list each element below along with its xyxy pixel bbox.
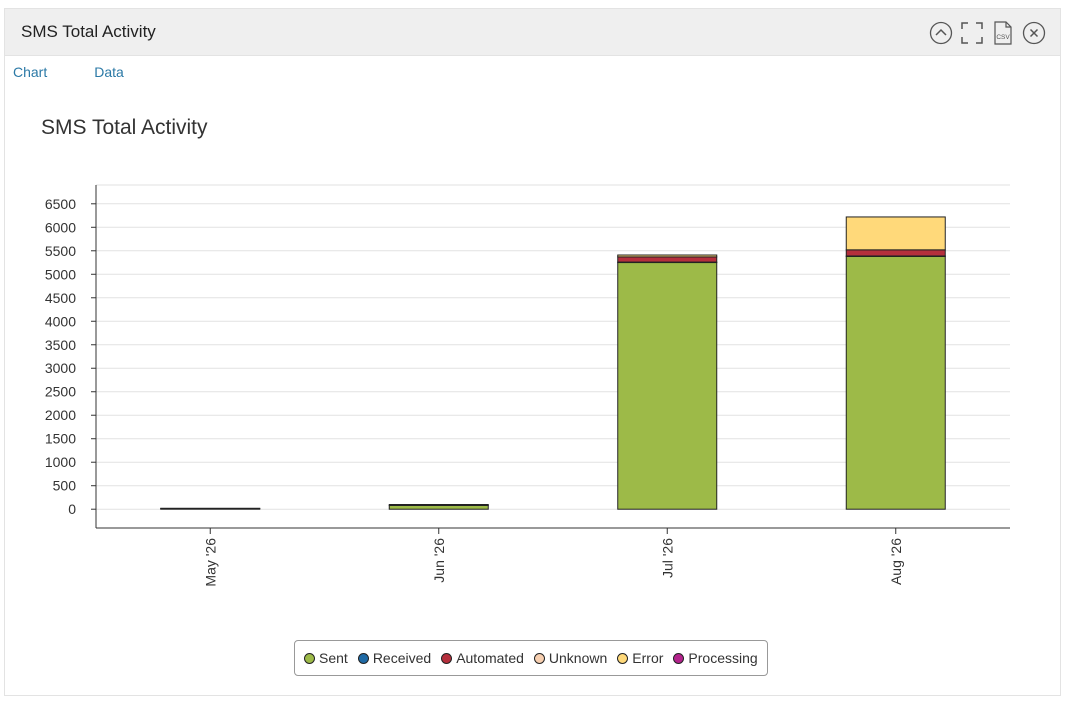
x-tick-label: Jun '26 [431, 538, 447, 583]
tab-data[interactable]: Data [94, 64, 124, 80]
y-tick-label: 2500 [45, 384, 76, 400]
bar-segment-sent[interactable] [388, 504, 489, 510]
legend-item-sent[interactable]: Sent [304, 650, 348, 666]
y-tick-label: 3500 [45, 337, 76, 353]
legend-label: Error [632, 650, 664, 666]
bar-segment-error[interactable] [845, 216, 946, 251]
x-tick-label: May '26 [202, 538, 218, 587]
chart-title: SMS Total Activity [41, 116, 208, 139]
bars [160, 216, 946, 510]
x-tick-label: Jul '26 [659, 538, 675, 578]
chart-legend: Sent Received Automated Unknown Error Process… [294, 640, 768, 676]
legend-item-processing[interactable]: Processing [673, 650, 758, 666]
legend-swatch [617, 652, 629, 664]
y-tick-label: 500 [53, 478, 77, 494]
y-tick-label: 2000 [45, 407, 76, 423]
y-tick-label: 6000 [45, 219, 76, 235]
bar-segment-automated[interactable] [160, 507, 261, 510]
y-tick-label: 1500 [45, 431, 76, 447]
y-tick-label: 4000 [45, 313, 76, 329]
legend-swatch [533, 652, 545, 664]
legend-swatch [357, 652, 369, 664]
panel-title: SMS Total Activity [21, 22, 156, 41]
bar-segment-automated[interactable] [845, 249, 946, 257]
legend-item-error[interactable]: Error [617, 650, 663, 666]
csv-icon-label: CSV [996, 34, 1010, 41]
bar-segment-sent[interactable] [845, 255, 946, 510]
legend-label: Automated [456, 650, 524, 666]
legend-label: Unknown [548, 650, 608, 666]
y-tick-label: 4500 [45, 290, 76, 306]
bar-segment-sent[interactable] [617, 262, 718, 510]
legend-label: Received [372, 650, 432, 666]
y-tick-label: 5500 [45, 243, 76, 259]
y-tick-label: 0 [68, 501, 76, 517]
y-tick-label: 3000 [45, 360, 76, 376]
legend-item-received[interactable]: Received [357, 650, 432, 666]
y-tick-labels: 0 500 1000 1500 2000 2500 3000 3500 4000 4500 5000… [45, 196, 76, 517]
x-tick-label: Aug '26 [888, 538, 904, 585]
panel-header: SMS Total Activity [5, 9, 1060, 56]
y-tick-label: 5000 [45, 266, 76, 282]
collapse-up-icon[interactable] [928, 21, 953, 46]
legend-label: Sent [319, 650, 348, 666]
fullscreen-icon[interactable] [959, 21, 984, 46]
x-tick-labels: May '26 Jun '26 Jul '26 Aug '26 [202, 528, 904, 587]
bar-segment-automated[interactable] [388, 504, 489, 506]
bar-segment-automated[interactable] [617, 256, 718, 263]
tab-chart[interactable]: Chart [13, 64, 48, 80]
y-tick-label: 1000 [45, 454, 76, 470]
legend-swatch [673, 652, 685, 664]
view-tabs: Chart Data [13, 64, 124, 80]
y-tick-label: 6500 [45, 196, 76, 212]
header-icons: CSV [928, 20, 1046, 46]
legend-swatch [441, 652, 453, 664]
axes [95, 185, 1010, 529]
legend-label: Processing [688, 650, 758, 666]
legend-item-automated[interactable]: Automated [441, 650, 524, 666]
legend-swatch [304, 652, 315, 664]
csv-download-icon[interactable]: CSV [990, 21, 1015, 46]
close-icon[interactable] [1021, 21, 1046, 46]
legend-item-unknown[interactable]: Unknown [533, 650, 608, 666]
bar-segment-error[interactable] [617, 254, 718, 258]
